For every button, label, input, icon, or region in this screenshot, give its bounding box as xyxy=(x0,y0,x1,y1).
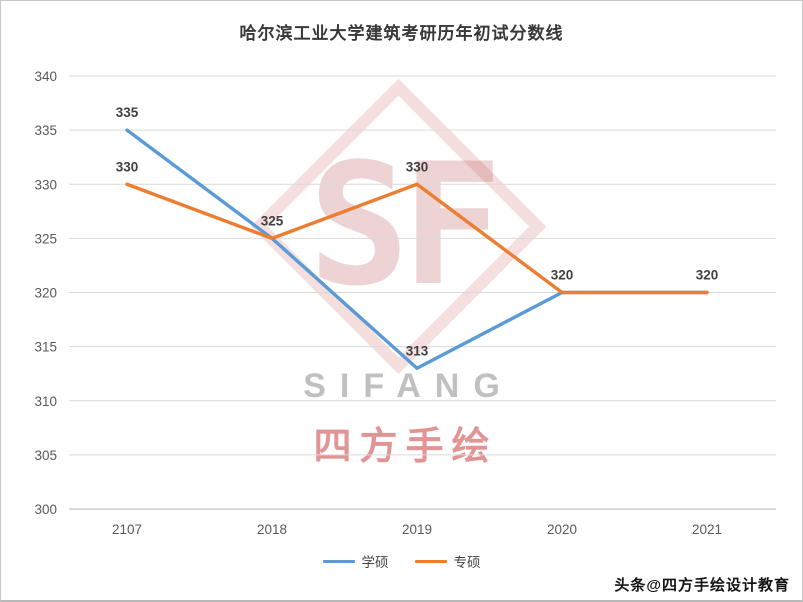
x-tick-label: 2021 xyxy=(692,522,722,537)
y-tick-label: 335 xyxy=(34,123,57,138)
legend-label: 学硕 xyxy=(361,555,389,570)
y-tick-label: 300 xyxy=(34,502,57,517)
data-label: 313 xyxy=(406,343,429,358)
legend-line-sample xyxy=(322,559,355,563)
y-tick-label: 305 xyxy=(34,448,57,463)
y-tick-label: 310 xyxy=(34,394,57,409)
y-tick-label: 340 xyxy=(34,69,57,84)
credit-text: 头条@四方手绘设计教育 xyxy=(614,577,790,594)
x-tick-label: 2020 xyxy=(547,522,577,537)
legend-line-sample xyxy=(414,559,447,563)
legend-label: 专硕 xyxy=(453,555,481,570)
legend-item-0: 学硕 xyxy=(322,551,389,571)
data-label: 325 xyxy=(261,213,284,228)
data-label: 320 xyxy=(551,268,574,283)
x-tick-label: 2018 xyxy=(257,522,287,537)
data-label: 320 xyxy=(696,268,719,283)
data-label: 335 xyxy=(116,105,139,120)
y-tick-label: 325 xyxy=(34,231,57,246)
chart-legend: 学硕 专硕 xyxy=(1,551,802,571)
x-tick-label: 2107 xyxy=(112,522,142,537)
data-label: 330 xyxy=(406,159,429,174)
chart-title: 哈尔滨工业大学建筑考研历年初试分数线 xyxy=(239,24,564,43)
data-label: 330 xyxy=(116,159,139,174)
x-tick-label: 2019 xyxy=(402,522,432,537)
y-tick-label: 330 xyxy=(34,177,57,192)
y-tick-label: 315 xyxy=(34,340,57,355)
series-line-1 xyxy=(125,182,709,295)
legend-item-1: 专硕 xyxy=(414,551,481,571)
y-tick-label: 320 xyxy=(34,286,57,301)
